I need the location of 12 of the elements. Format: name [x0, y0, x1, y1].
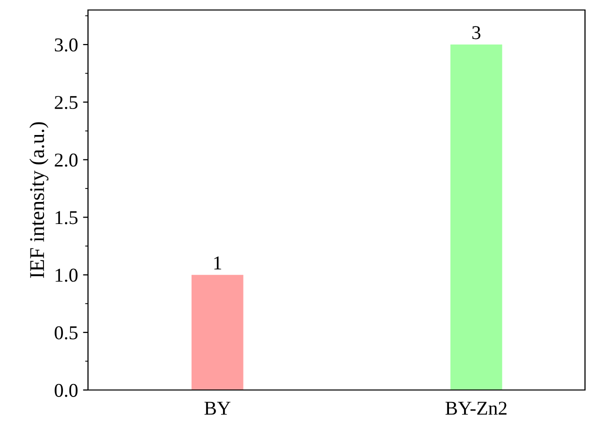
y-tick-label: 1.5	[56, 211, 78, 224]
x-tick-label: BY-Zn2	[446, 402, 507, 415]
y-tick-label: 3.0	[54, 38, 78, 52]
y-tick-label: 2.0	[54, 154, 78, 167]
y-tick-label: 0.5	[54, 326, 78, 340]
data-label: 3	[472, 26, 480, 40]
y-tick-label: 2.5	[54, 96, 78, 110]
data-label: 1	[214, 256, 222, 270]
x-tick-label: BY	[204, 402, 230, 415]
y-tick-label: 1.0	[56, 268, 78, 282]
y-tick-label: 0.0	[54, 384, 78, 398]
y-axis-title: IEF intensity (a.u.)	[29, 122, 48, 278]
